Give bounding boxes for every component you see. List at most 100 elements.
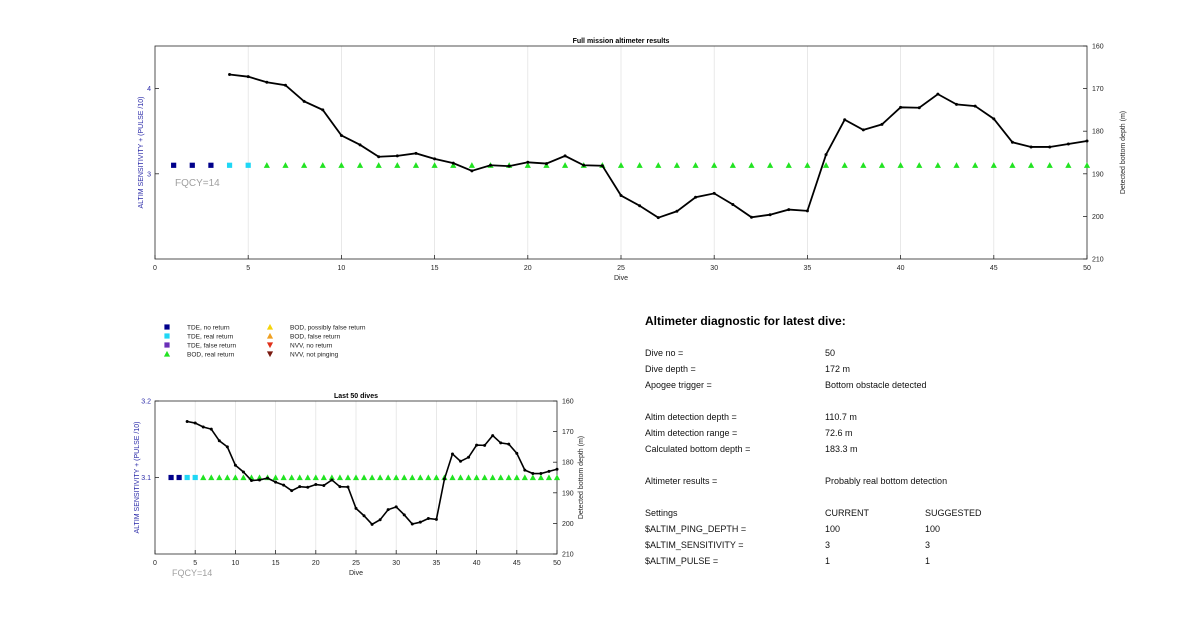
diag-label-altimeter-results: Altimeter results = xyxy=(645,476,718,486)
marker-triangle xyxy=(1027,162,1035,168)
depth-point xyxy=(362,514,366,518)
depth-point xyxy=(290,489,294,493)
marker-square xyxy=(189,162,195,168)
marker-triangle xyxy=(304,474,311,481)
depth-point xyxy=(338,485,342,489)
marker-square xyxy=(168,474,174,481)
y2-tick-label: 190 xyxy=(1092,171,1104,178)
legend-marker xyxy=(266,351,274,358)
depth-point xyxy=(228,73,232,77)
marker-triangle xyxy=(282,162,289,168)
marker-triangle xyxy=(537,474,545,481)
setting-label-sensitivity: $ALTIM_SENSITIVITY = xyxy=(645,540,744,550)
depth-point xyxy=(749,215,753,219)
depth-point xyxy=(459,459,463,463)
marker-triangle xyxy=(393,474,400,481)
diag-label-detection-depth: Altim detection depth = xyxy=(645,412,737,422)
y2-tick-label: 200 xyxy=(562,521,574,528)
depth-point xyxy=(917,106,921,110)
depth-point xyxy=(712,191,716,195)
marker-triangle xyxy=(256,474,263,481)
legend-marker xyxy=(266,332,274,339)
marker-triangle xyxy=(280,474,287,481)
depth-point xyxy=(410,522,414,526)
x-tick-label: 35 xyxy=(433,560,441,567)
marker-triangle xyxy=(497,474,504,481)
depth-point xyxy=(346,485,350,489)
x-tick-label: 15 xyxy=(431,265,439,272)
setting-current-sensitivity: 3 xyxy=(825,540,831,550)
x-tick-label: 10 xyxy=(338,265,346,272)
marker-triangle xyxy=(729,162,736,168)
depth-point xyxy=(547,469,551,473)
x-tick-label: 50 xyxy=(553,560,561,567)
depth-point xyxy=(434,517,438,521)
marker-triangle xyxy=(545,474,553,481)
settings-header-label: Settings xyxy=(645,508,678,518)
legend-label: TDE, real return xyxy=(187,334,234,341)
y2-tick-label: 180 xyxy=(562,460,574,467)
y2-tick-label: 160 xyxy=(1092,44,1104,51)
settings-header-current: CURRENT xyxy=(825,508,869,518)
marker-triangle xyxy=(232,474,239,481)
marker-triangle xyxy=(450,162,457,168)
marker-triangle xyxy=(449,474,456,481)
depth-point xyxy=(442,477,446,481)
marker-square xyxy=(184,474,190,481)
legend: TDE, no return TDE, real return TDE, false… xyxy=(163,323,366,359)
x-tick-label: 25 xyxy=(617,265,625,272)
depth-point xyxy=(499,441,503,445)
depth-point xyxy=(489,163,493,167)
marker-triangle xyxy=(344,474,352,481)
depth-point xyxy=(283,83,287,87)
depth-point xyxy=(302,99,306,103)
marker-triangle xyxy=(385,474,392,481)
marker-triangle xyxy=(240,474,247,481)
marker-triangle xyxy=(457,474,464,481)
legend-label: TDE, false return xyxy=(187,343,237,350)
depth-point xyxy=(582,163,586,167)
marker-triangle xyxy=(338,162,345,168)
legend-label: BOD, real return xyxy=(187,352,235,359)
depth-point xyxy=(354,506,358,510)
depth-point xyxy=(339,133,343,137)
marker-triangle xyxy=(200,474,207,481)
marker-triangle xyxy=(368,474,376,481)
depth-point xyxy=(523,468,527,472)
marker-triangle xyxy=(394,162,401,168)
depth-point xyxy=(394,505,398,509)
x-tick-label: 10 xyxy=(232,560,240,567)
depth-point xyxy=(731,202,735,206)
y-axis-label: ALTIM SENSITIVITY + (PULSE /10) xyxy=(138,97,145,209)
marker-triangle xyxy=(433,474,440,481)
x-tick-label: 20 xyxy=(524,265,532,272)
chart-full-mission: 0 5 10 15 20 25 30 35 40 45 50 3 4 160 170 180 190 200 210… xyxy=(138,38,1127,282)
marker-triangle xyxy=(272,474,279,481)
marker-triangle xyxy=(377,474,384,481)
legend-marker xyxy=(164,324,170,330)
depth-point xyxy=(386,508,390,512)
legend-marker xyxy=(164,333,170,339)
depth-point xyxy=(880,122,884,126)
depth-point xyxy=(526,160,530,164)
marker-triangle xyxy=(748,162,755,168)
marker-triangle xyxy=(505,474,512,481)
y-tick-label: 3.2 xyxy=(141,399,151,406)
diagnostic-title: Altimeter diagnostic for latest dive: xyxy=(645,314,846,328)
x-tick-label: 5 xyxy=(246,265,250,272)
y2-axis-label: Detected bottom depth (m) xyxy=(1120,111,1127,194)
diag-label-dive-no: Dive no = xyxy=(645,348,684,358)
y2-tick-label: 190 xyxy=(562,490,574,497)
marker-triangle xyxy=(216,474,223,481)
marker-triangle xyxy=(711,162,718,168)
marker-triangle xyxy=(860,162,867,168)
chart-title: Full mission altimeter results xyxy=(573,38,670,45)
legend-label: NVV, no return xyxy=(290,343,333,350)
diag-value-bottom-depth: 183.3 m xyxy=(825,444,858,454)
depth-point xyxy=(266,476,270,480)
x-tick-label: 5 xyxy=(193,560,197,567)
marker-triangle xyxy=(288,474,295,481)
marker-triangle xyxy=(767,162,774,168)
marker-triangle xyxy=(524,162,531,168)
y2-tick-label: 200 xyxy=(1092,214,1104,221)
